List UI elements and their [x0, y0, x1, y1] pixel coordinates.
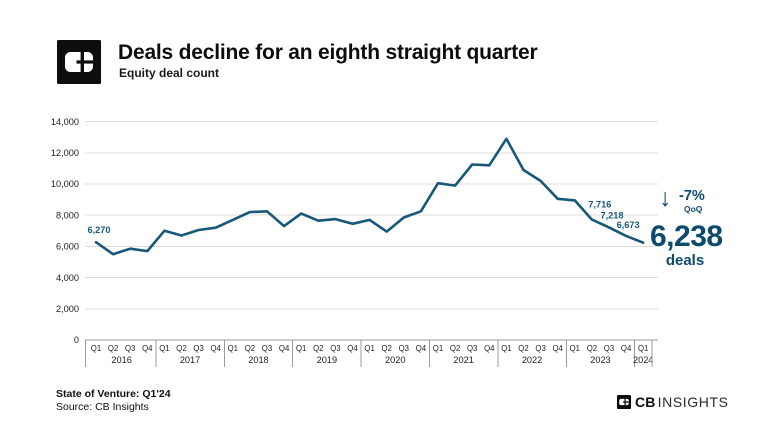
y-tick-label: 4,000 [56, 273, 79, 283]
deal-count-line [94, 137, 645, 256]
page-title: Deals decline for an eighth straight qua… [118, 41, 538, 64]
cb-insights-logo-icon [57, 40, 101, 84]
x-quarter-label: Q3 [262, 344, 272, 353]
x-year-label: 2019 [317, 355, 337, 365]
report-title: State of Venture: Q1'24 [56, 388, 171, 400]
y-tick-label: 10,000 [51, 179, 79, 189]
x-quarter-label: Q4 [416, 344, 427, 353]
brand-insights-text: INSIGHTS [657, 394, 729, 410]
x-quarter-label: Q3 [125, 344, 135, 353]
x-quarter-label: Q1 [570, 344, 580, 353]
x-quarter-label: Q1 [228, 344, 238, 353]
x-quarter-label: Q4 [552, 344, 563, 353]
x-quarter-label: Q2 [108, 344, 118, 353]
x-quarter-label: Q3 [399, 344, 409, 353]
y-tick-label: 2,000 [56, 304, 79, 314]
x-year-label: 2021 [453, 355, 473, 365]
x-quarter-label: Q4 [347, 344, 358, 353]
x-quarter-label: Q4 [279, 344, 290, 353]
cb-insights-logo-small-icon [617, 395, 631, 409]
x-quarter-label: Q1 [296, 344, 306, 353]
y-tick-label: 12,000 [51, 148, 79, 158]
x-quarter-label: Q3 [535, 344, 545, 353]
x-quarter-label: Q2 [381, 344, 391, 353]
x-year-label: 2017 [180, 355, 200, 365]
x-year-label: 2018 [248, 355, 268, 365]
data-point-label: 7,716 [588, 200, 611, 210]
x-quarter-label: Q3 [193, 344, 203, 353]
x-quarter-label: Q2 [245, 344, 255, 353]
down-arrow-icon: ↓ [659, 184, 672, 212]
chart-subtitle: Equity deal count [119, 66, 220, 80]
x-year-label: 2024 [633, 355, 653, 365]
brand-cb-text: CB [635, 394, 656, 410]
data-point-label: 6,270 [88, 225, 111, 235]
y-tick-label: 14,000 [51, 117, 79, 127]
x-year-label: 2023 [590, 355, 610, 365]
qoq-change-label: QoQ [684, 204, 703, 214]
cb-insights-wordmark: CB INSIGHTS [617, 394, 729, 410]
x-quarter-label: Q3 [604, 344, 614, 353]
x-quarter-label: Q4 [484, 344, 495, 353]
x-quarter-label: Q1 [91, 344, 101, 353]
x-quarter-label: Q2 [313, 344, 323, 353]
x-quarter-label: Q1 [159, 344, 169, 353]
x-quarter-label: Q2 [587, 344, 597, 353]
x-quarter-label: Q1 [433, 344, 443, 353]
x-quarter-label: Q3 [467, 344, 477, 353]
y-tick-label: 6,000 [56, 242, 79, 252]
x-year-label: 2020 [385, 355, 405, 365]
x-quarter-label: Q3 [330, 344, 340, 353]
x-quarter-label: Q4 [142, 344, 153, 353]
qoq-change-value: -7% [679, 188, 705, 204]
x-quarter-label: Q4 [621, 344, 632, 353]
current-quarter-deal-unit: deals [665, 252, 705, 269]
y-tick-label: 8,000 [56, 210, 79, 220]
x-year-label: 2022 [522, 355, 542, 365]
x-year-label: 2016 [111, 355, 131, 365]
x-quarter-label: Q1 [638, 344, 648, 353]
x-quarter-label: Q2 [176, 344, 186, 353]
x-quarter-label: Q1 [364, 344, 374, 353]
y-tick-label: 0 [74, 335, 79, 345]
data-point-label: 7,218 [601, 210, 624, 220]
source-credit: Source: CB Insights [56, 401, 149, 413]
data-point-label: 6,673 [617, 220, 640, 230]
current-quarter-deal-count: 6,238 [650, 220, 723, 253]
x-quarter-label: Q1 [501, 344, 511, 353]
x-quarter-label: Q2 [518, 344, 528, 353]
x-quarter-label: Q2 [450, 344, 460, 353]
x-quarter-label: Q4 [210, 344, 221, 353]
